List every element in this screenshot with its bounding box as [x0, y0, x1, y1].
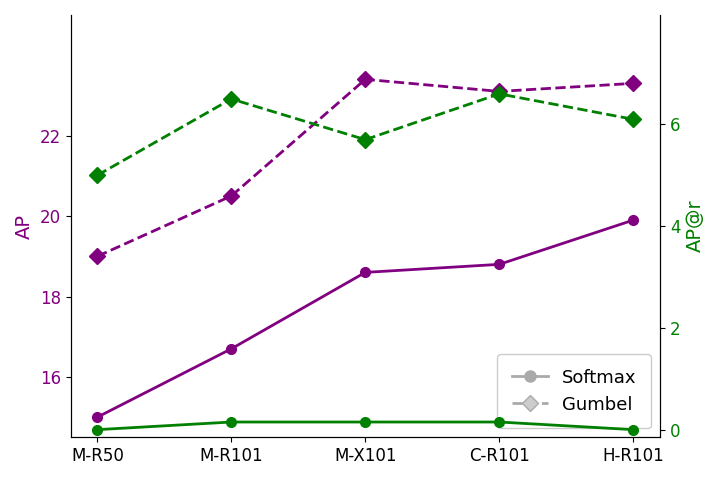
Y-axis label: AP: AP	[15, 214, 34, 239]
Legend: Softmax, Gumbel: Softmax, Gumbel	[497, 354, 651, 428]
Y-axis label: AP@r: AP@r	[686, 200, 705, 252]
